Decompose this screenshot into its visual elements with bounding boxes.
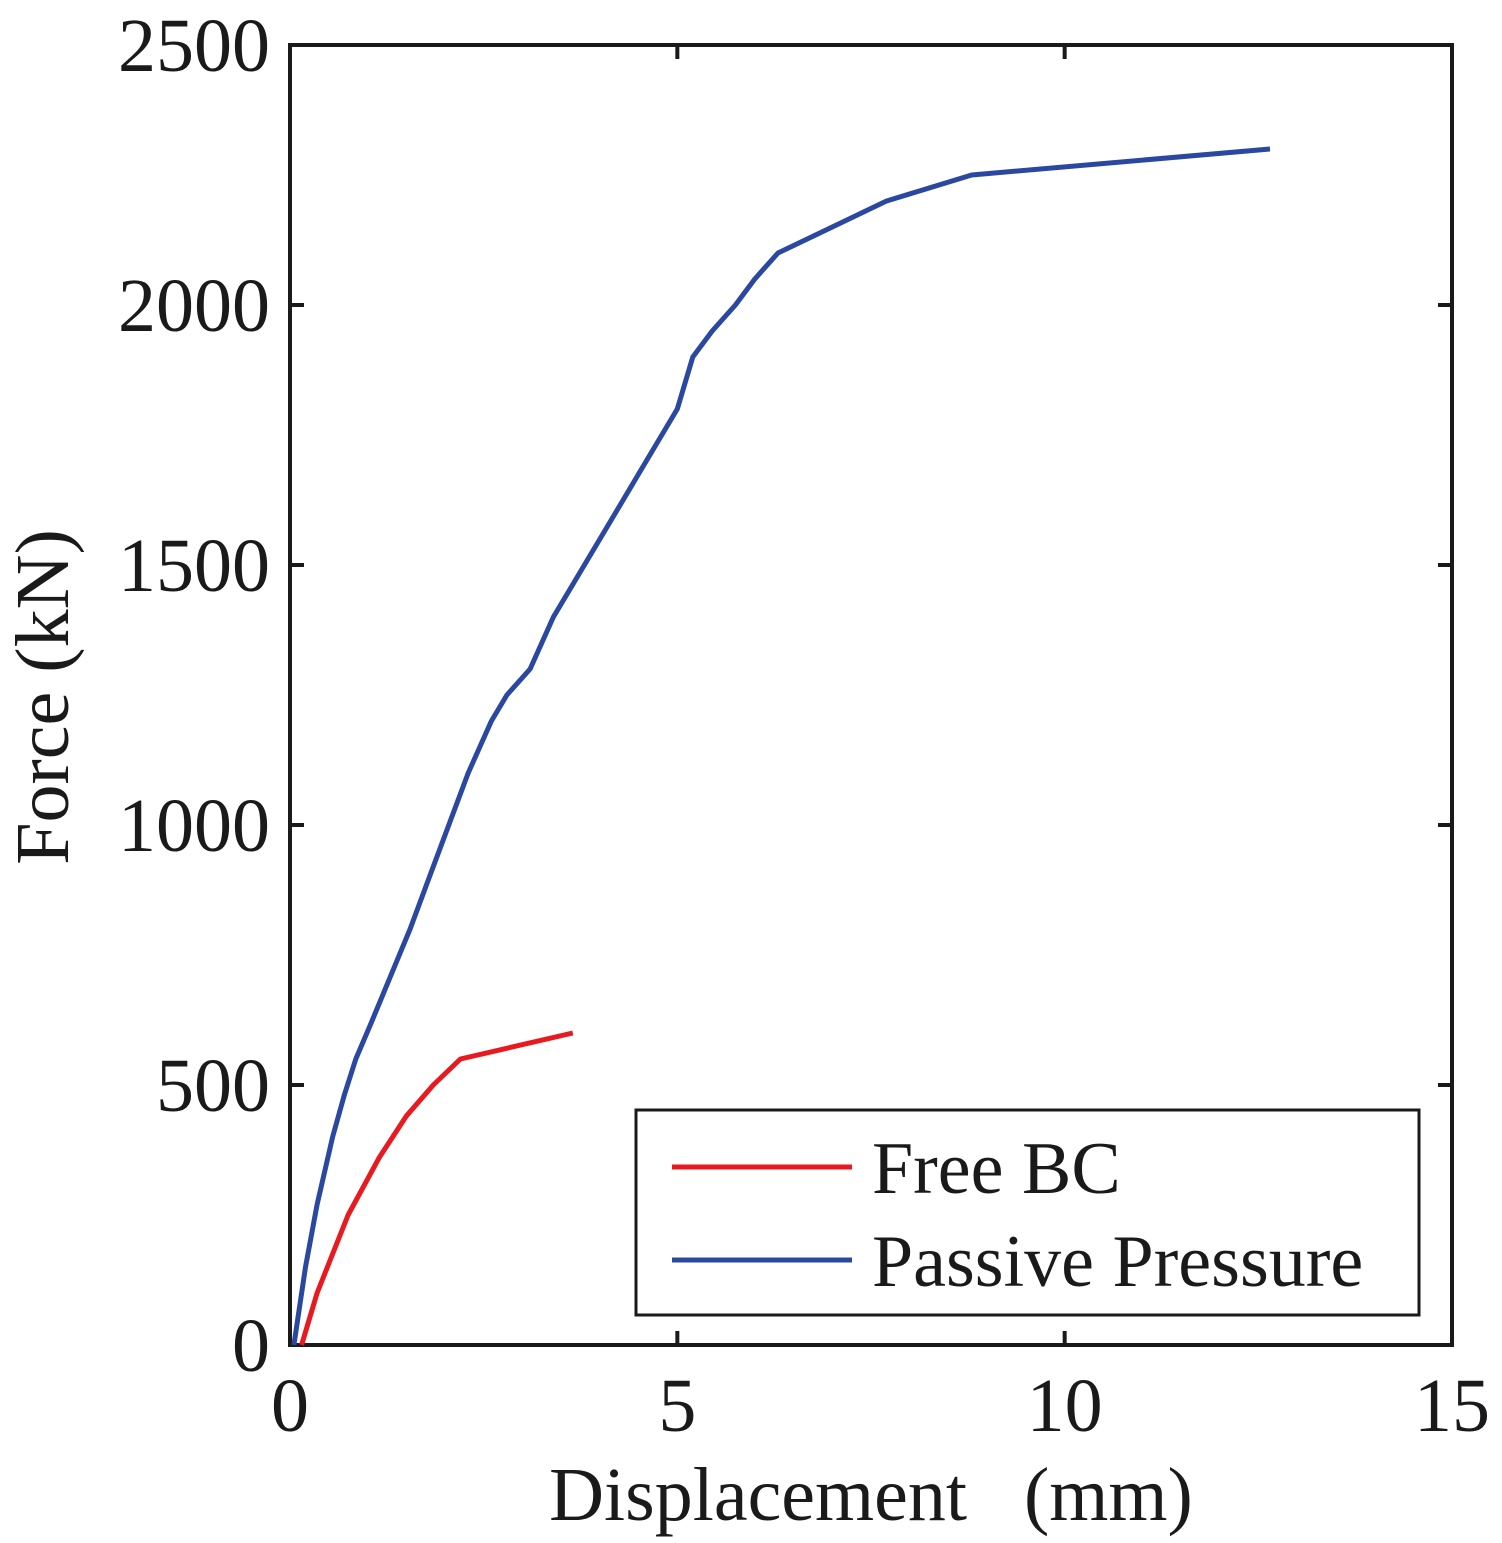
y-tick-label: 1500 [118,524,270,608]
series-line-passive-pressure [291,146,1271,1346]
x-tick-label: 0 [271,1364,309,1448]
y-tick-label: 2000 [118,264,270,348]
y-tick-label: 500 [156,1044,270,1128]
x-tick-label: 5 [658,1364,696,1448]
legend-box [634,1108,1421,1317]
y-tick-label: 2500 [118,4,270,88]
y-axis-label: Force (kN) [1,529,85,865]
series-line-free-bc [299,1030,574,1346]
x-axis-label: Displacement (mm) [549,1453,1193,1537]
legend-label-passive-pressure: Passive Pressure [872,1221,1363,1303]
x-tick-labels: 0 5 10 15 [271,1364,1490,1448]
y-tick-label: 1000 [118,784,270,868]
y-tick-labels: 0 500 1000 1500 2000 2500 [118,4,270,1388]
legend: Free BC Passive Pressure [634,1108,1421,1317]
x-tick-label: 10 [1027,1364,1103,1448]
legend-label-free-bc: Free BC [872,1128,1121,1210]
series-layer [291,146,1271,1346]
y-tick-label: 0 [232,1304,270,1388]
x-tick-label: 15 [1414,1364,1490,1448]
plot-frame [288,43,1454,1347]
